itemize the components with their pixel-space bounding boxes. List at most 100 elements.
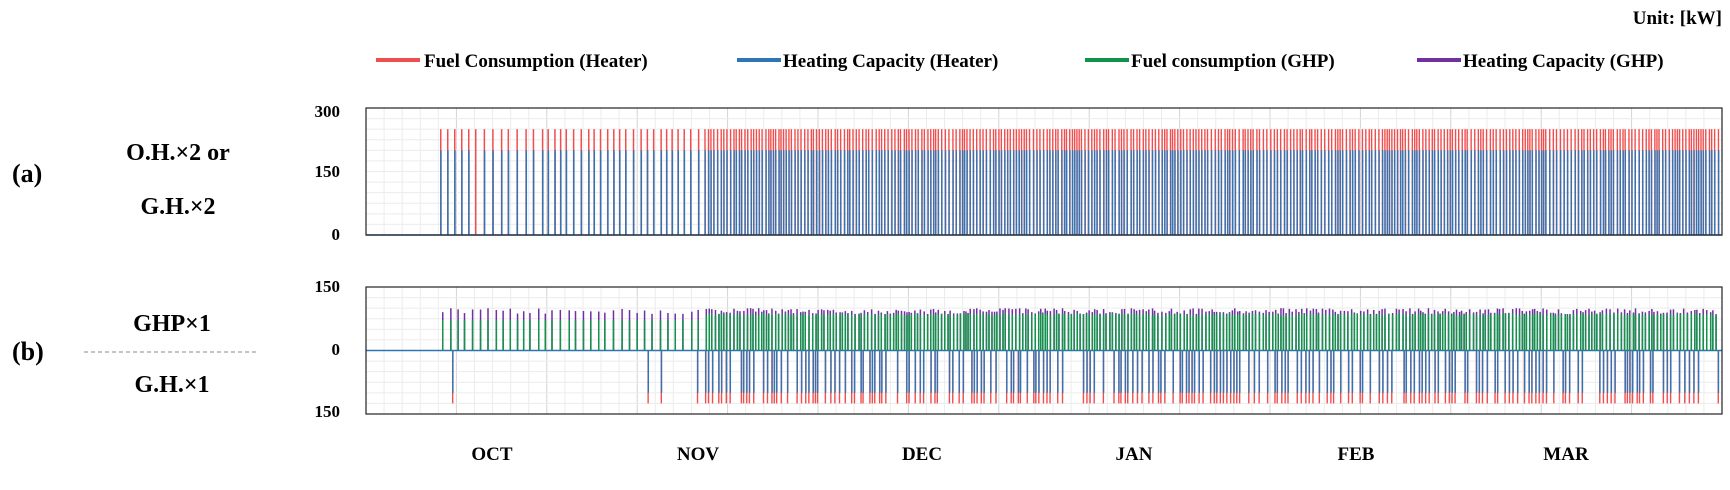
panel-a-cap-heater-pulse bbox=[1408, 150, 1410, 235]
panel-a-cap-heater-pulse bbox=[1273, 150, 1276, 235]
panel-a-cap-heater-pulse bbox=[1604, 150, 1607, 235]
panel-b-fuel-ghp-pulse bbox=[651, 320, 653, 351]
panel-b-fuel-ghp-pulse bbox=[897, 313, 900, 351]
panel-b-fuel-ghp-pulse bbox=[1142, 313, 1144, 351]
panel-b-cap-heater-pulse bbox=[1684, 350, 1686, 393]
panel-b-fuel-ghp-pulse bbox=[733, 314, 735, 351]
panel-a-cap-heater-pulse bbox=[785, 150, 788, 235]
panel-a-cap-heater-pulse bbox=[1679, 150, 1681, 235]
panel-a-cap-heater-pulse bbox=[1227, 150, 1229, 235]
panel-a-cap-heater-pulse bbox=[1065, 150, 1068, 235]
panel-b-fuel-ghp-pulse bbox=[471, 320, 474, 351]
panel-b-fuel-ghp-pulse bbox=[714, 315, 717, 351]
panel-a-cap-heater-pulse bbox=[1583, 150, 1585, 235]
panel-a-cap-heater-pulse bbox=[1512, 150, 1514, 235]
panel-a-cap-heater-pulse bbox=[1029, 150, 1031, 235]
panel-a-cap-heater-pulse bbox=[646, 150, 649, 235]
panel-a-cap-heater-pulse bbox=[1105, 150, 1108, 235]
panel-a-cap-heater-pulse bbox=[1192, 150, 1195, 235]
panel-b-fuel-ghp-pulse bbox=[1533, 313, 1536, 351]
panel-a-cap-heater-pulse bbox=[593, 150, 596, 235]
panel-a-cap-heater-pulse bbox=[1371, 150, 1373, 235]
panel-b-fuel-ghp-pulse bbox=[1596, 313, 1598, 351]
panel-a-cap-heater-pulse bbox=[1293, 150, 1295, 235]
panel-a-cap-heater-pulse bbox=[915, 150, 917, 235]
panel-b-fuel-ghp-pulse bbox=[1702, 314, 1704, 351]
panel-b-cap-heater-pulse bbox=[1046, 350, 1048, 393]
panel-b-fuel-ghp-pulse bbox=[800, 315, 802, 351]
panel-b-fuel-ghp-pulse bbox=[1248, 314, 1250, 351]
panel-b-cap-heater-pulse bbox=[1351, 350, 1354, 393]
panel-a-cap-heater-pulse bbox=[1602, 150, 1605, 235]
panel-b-fuel-ghp-pulse bbox=[1002, 313, 1004, 351]
panel-a-cap-heater-pulse bbox=[704, 150, 706, 235]
panel-a-cap-heater-pulse bbox=[1599, 150, 1602, 235]
panel-b-cap-heater-pulse bbox=[1136, 350, 1139, 393]
panel-a-cap-heater-pulse bbox=[1172, 150, 1174, 235]
panel-a-cap-heater-pulse bbox=[1210, 150, 1213, 235]
panel-b-fuel-ghp-pulse bbox=[1061, 314, 1064, 351]
panel-b-fuel-ghp-pulse bbox=[1460, 314, 1463, 351]
panel-b-fuel-ghp-pulse bbox=[829, 314, 831, 351]
panel-a-cap-heater-pulse bbox=[1220, 150, 1223, 235]
panel-b-fuel-ghp-pulse bbox=[1022, 315, 1024, 351]
panel-a-cap-heater-pulse bbox=[492, 150, 494, 235]
panel-b-cap-heater-pulse bbox=[729, 350, 732, 393]
panel-a-cap-heater-pulse bbox=[1414, 150, 1416, 235]
panel-a-cap-heater-pulse bbox=[1266, 150, 1268, 235]
panel-b-cap-heater-pulse bbox=[1481, 350, 1484, 393]
panel-b-fuel-ghp-pulse bbox=[1105, 314, 1107, 351]
panel-b-fuel-ghp-pulse bbox=[1008, 314, 1010, 351]
panel-b-cap-heater-pulse bbox=[743, 350, 745, 393]
panel-b-fuel-ghp-pulse bbox=[835, 314, 837, 351]
panel-b-fuel-ghp-pulse bbox=[1638, 314, 1640, 351]
panel-a-cap-heater-pulse bbox=[881, 150, 883, 235]
panel-a-cap-heater-pulse bbox=[1018, 150, 1020, 235]
panel-b-fuel-ghp-pulse bbox=[1605, 313, 1608, 351]
panel-a-cap-heater-pulse bbox=[1549, 150, 1551, 235]
panel-a-cap-heater-pulse bbox=[565, 150, 568, 235]
panel-b-fuel-ghp-pulse bbox=[628, 320, 631, 351]
panel-a-cap-heater-pulse bbox=[483, 150, 486, 235]
panel-b-fuel-ghp-pulse bbox=[551, 320, 553, 351]
panel-b-cap-heater-pulse bbox=[1038, 350, 1040, 393]
panel-a-cap-heater-pulse bbox=[507, 150, 510, 235]
panel-a-cap-heater-pulse bbox=[1502, 150, 1505, 235]
panel-b-fuel-ghp-pulse bbox=[949, 315, 951, 351]
panel-a-cap-heater-pulse bbox=[1337, 150, 1339, 235]
panel-b-fuel-ghp-pulse bbox=[1582, 313, 1584, 351]
panel-b-cap-heater-pulse bbox=[1652, 350, 1654, 393]
panel-a-cap-heater-pulse bbox=[948, 150, 950, 235]
month-label-mar: MAR bbox=[1543, 444, 1589, 465]
panel-b-fuel-ghp-pulse bbox=[1430, 315, 1433, 351]
panel-a-cap-heater-pulse bbox=[995, 150, 997, 235]
panel-b-fuel-ghp-pulse bbox=[866, 315, 869, 351]
panel-b-fuel-ghp-pulse bbox=[1272, 315, 1274, 351]
panel-b-fuel-ghp-pulse bbox=[1228, 313, 1231, 351]
panel-b-fuel-ghp-pulse bbox=[1085, 313, 1088, 351]
panel-b-cap-heater-pulse bbox=[766, 350, 769, 393]
panel-b-fuel-ghp-pulse bbox=[952, 315, 955, 351]
panel-a-cap-heater-pulse bbox=[868, 150, 870, 235]
panel-b-fuel-ghp-pulse bbox=[1359, 315, 1362, 351]
panel-a-cap-heater-pulse bbox=[1204, 150, 1206, 235]
panel-b-cap-heater-pulse bbox=[1082, 350, 1085, 393]
panel-b-fuel-ghp-pulse bbox=[1312, 314, 1315, 351]
panel-a-frame bbox=[365, 107, 1723, 236]
panel-b-cap-heater-pulse bbox=[851, 350, 853, 393]
panel-a-cap-heater-pulse bbox=[1577, 150, 1580, 235]
panel-b-cap-heater-pulse bbox=[1222, 350, 1225, 393]
panel-a-cap-heater-pulse bbox=[911, 150, 913, 235]
panel-b-fuel-ghp-pulse bbox=[1705, 314, 1708, 351]
panel-b-fuel-ghp-pulse bbox=[1427, 313, 1430, 351]
panel-b-cap-heater-pulse bbox=[1636, 350, 1639, 393]
panel-b-cap-heater-pulse bbox=[746, 350, 748, 393]
panel-b-cap-heater-pulse bbox=[1017, 350, 1020, 393]
panel-b-fuel-ghp-pulse bbox=[1205, 314, 1207, 351]
panel-b-fuel-ghp-pulse bbox=[1096, 315, 1098, 351]
panel-b-fuel-ghp-pulse bbox=[1656, 314, 1659, 351]
panel-a-cap-heater-pulse bbox=[1286, 150, 1288, 235]
panel-b-fuel-ghp-pulse bbox=[1042, 313, 1044, 351]
panel-b-cap-heater-pulse bbox=[962, 350, 965, 393]
panel-a-cap-heater-pulse bbox=[1477, 150, 1480, 235]
